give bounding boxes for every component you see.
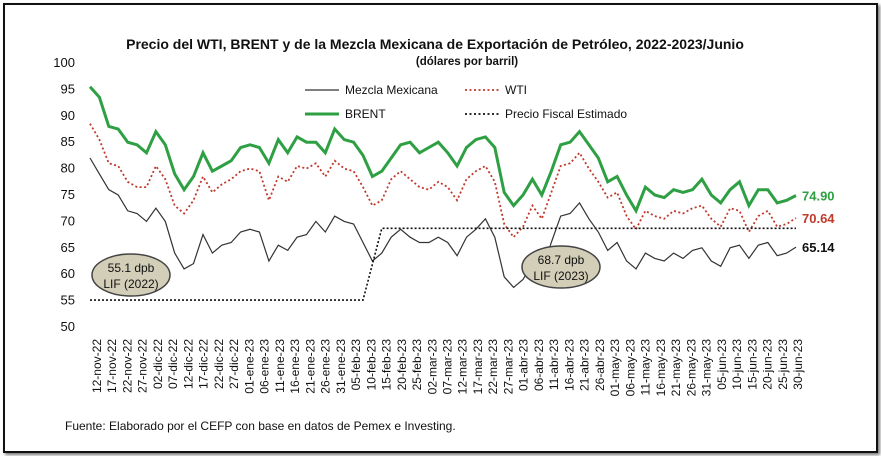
x-tick-label: 12-nov-22 bbox=[90, 339, 104, 393]
x-tick-label: 26-ene-23 bbox=[319, 339, 333, 394]
y-tick-label: 75 bbox=[61, 187, 75, 202]
y-tick-label: 80 bbox=[61, 161, 75, 176]
chart-subtitle: (dólares por barril) bbox=[416, 56, 518, 68]
y-tick-label: 60 bbox=[61, 266, 75, 281]
x-tick-label: 22-dic-22 bbox=[212, 339, 226, 389]
x-tick-label: 20-feb-23 bbox=[395, 339, 409, 391]
legend-label-wti: WTI bbox=[505, 83, 527, 97]
annotation-bubble bbox=[91, 253, 171, 297]
x-tick-label: 12-mar-23 bbox=[456, 339, 470, 395]
oil-price-chart: Precio del WTI, BRENT y de la Mezcla Mex… bbox=[53, 36, 835, 397]
x-tick-label: 20-jun-23 bbox=[761, 339, 775, 390]
x-tick-label: 27-dic-22 bbox=[227, 339, 241, 389]
x-tick-label: 25-feb-23 bbox=[410, 339, 424, 391]
x-tick-label: 05-jun-23 bbox=[715, 339, 729, 390]
x-tick-label: 17-mar-23 bbox=[471, 339, 485, 395]
annotation-line2: LIF (2022) bbox=[103, 277, 158, 291]
x-tick-label: 07-mar-23 bbox=[441, 339, 455, 395]
x-tick-label: 30-jun-23 bbox=[791, 339, 805, 390]
x-tick-label: 16-abr-23 bbox=[562, 339, 576, 391]
x-tick-label: 01-may-23 bbox=[608, 339, 622, 397]
x-tick-label: 31-may-23 bbox=[700, 339, 714, 397]
x-tick-label: 02-mar-23 bbox=[425, 339, 439, 395]
x-tick-label: 27-mar-23 bbox=[501, 339, 515, 395]
legend-label-brent: BRENT bbox=[345, 107, 386, 121]
x-tick-label: 21-ene-23 bbox=[303, 339, 317, 394]
x-tick-label: 16-ene-23 bbox=[288, 339, 302, 394]
x-tick-label: 06-ene-23 bbox=[258, 339, 272, 394]
series-line-brent bbox=[88, 85, 797, 215]
x-tick-label: 25-jun-23 bbox=[776, 339, 790, 390]
legend-label-precio-fiscal-estimado: Precio Fiscal Estimado bbox=[505, 107, 627, 121]
x-tick-label: 01-abr-23 bbox=[517, 339, 531, 391]
end-label-mezcla-mexicana: 65.14 bbox=[802, 240, 835, 255]
chart-title: Precio del WTI, BRENT y de la Mezcla Mex… bbox=[126, 36, 744, 52]
x-tick-label: 01-ene-23 bbox=[242, 339, 256, 394]
y-tick-label: 90 bbox=[61, 108, 75, 123]
x-tick-label: 17-dic-22 bbox=[197, 339, 211, 389]
y-tick-label: 55 bbox=[61, 293, 75, 308]
x-tick-label: 17-nov-22 bbox=[105, 339, 119, 393]
x-tick-label: 22-mar-23 bbox=[486, 339, 500, 395]
x-tick-label: 02-dic-22 bbox=[151, 339, 165, 389]
x-tick-label: 10-feb-23 bbox=[364, 339, 378, 391]
y-tick-label: 50 bbox=[61, 319, 75, 334]
annotation-line1: 68.7 dpb bbox=[538, 253, 585, 267]
x-tick-label: 06-may-23 bbox=[623, 339, 637, 397]
x-tick-label: 26-abr-23 bbox=[593, 339, 607, 391]
x-tick-label: 27-nov-22 bbox=[136, 339, 150, 393]
y-tick-label: 95 bbox=[61, 81, 75, 96]
y-tick-label: 70 bbox=[61, 213, 75, 228]
x-tick-label: 07-dic-22 bbox=[166, 339, 180, 389]
x-tick-label: 11-ene-23 bbox=[273, 339, 287, 393]
x-tick-label: 15-jun-23 bbox=[745, 339, 759, 390]
x-tick-label: 12-dic-22 bbox=[181, 339, 195, 389]
annotation-line2: LIF (2023) bbox=[533, 269, 588, 283]
annotation-bubble bbox=[521, 245, 601, 289]
x-tick-label: 11-abr-23 bbox=[547, 339, 561, 390]
end-label-wti: 70.64 bbox=[802, 211, 835, 226]
chart-frame: Precio del WTI, BRENT y de la Mezcla Mex… bbox=[3, 3, 878, 453]
x-tick-label: 31-ene-23 bbox=[334, 339, 348, 394]
annotation-line1: 55.1 dpb bbox=[108, 261, 155, 275]
series-line-wti bbox=[89, 123, 797, 239]
x-tick-label: 16-may-23 bbox=[654, 339, 668, 397]
x-tick-label: 15-feb-23 bbox=[380, 339, 394, 391]
y-tick-label: 100 bbox=[53, 55, 75, 70]
x-tick-label: 10-jun-23 bbox=[730, 339, 744, 390]
series-line-mezcla-mexicana bbox=[89, 157, 797, 289]
x-tick-label: 11-may-23 bbox=[639, 339, 653, 396]
x-tick-label: 21-may-23 bbox=[669, 339, 683, 397]
series-line-precio-fiscal-estimado bbox=[90, 227, 796, 301]
x-tick-label: 26-may-23 bbox=[684, 339, 698, 397]
x-tick-label: 21-abr-23 bbox=[578, 339, 592, 391]
source-note: Fuente: Elaborado por el CEFP con base e… bbox=[65, 419, 456, 433]
y-tick-label: 85 bbox=[61, 134, 75, 149]
x-tick-label: 22-nov-22 bbox=[120, 339, 134, 393]
x-tick-label: 05-feb-23 bbox=[349, 339, 363, 391]
y-tick-label: 65 bbox=[61, 240, 75, 255]
legend-label-mezcla-mexicana: Mezcla Mexicana bbox=[345, 83, 438, 97]
x-tick-label: 06-abr-23 bbox=[532, 339, 546, 391]
end-label-brent: 74.90 bbox=[802, 189, 835, 204]
